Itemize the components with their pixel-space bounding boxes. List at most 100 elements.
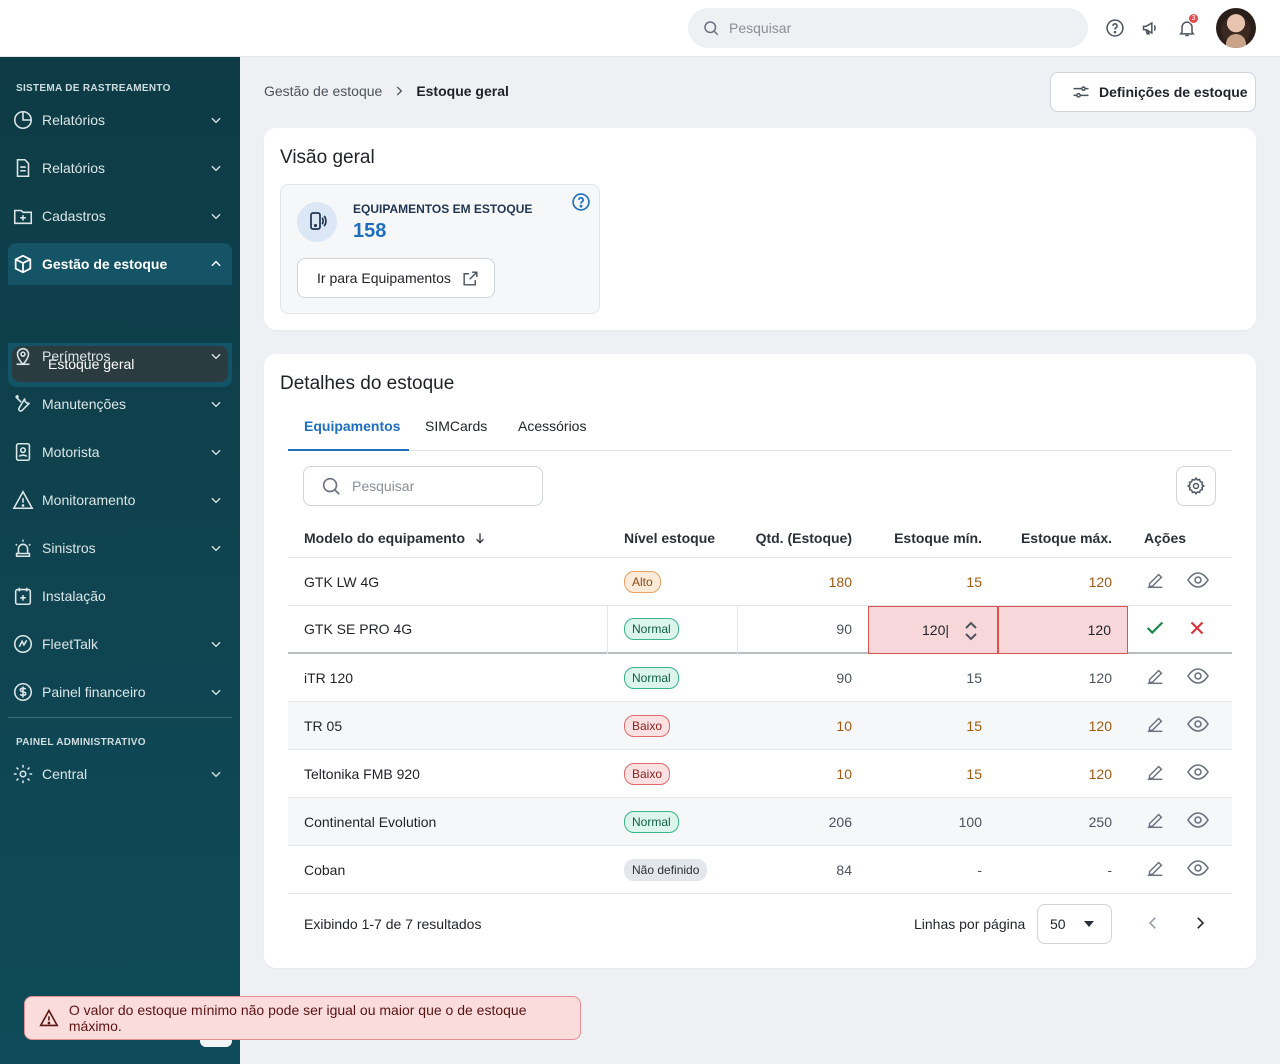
box-icon — [14, 254, 32, 274]
sidebar-item-central[interactable]: Central — [8, 754, 232, 794]
sidebar-item-monitoramento[interactable]: Monitoramento — [8, 480, 232, 520]
stat-value: 158 — [353, 220, 387, 242]
bell-icon[interactable]: 3 — [1174, 10, 1200, 46]
stock-level-badge: Não definido — [624, 858, 708, 881]
sidebar-item-sinistros[interactable]: Sinistros — [8, 528, 232, 568]
sidebar-item-relatorios-2[interactable]: Relatórios — [8, 148, 232, 188]
sidebar-item-manutencoes[interactable]: Manutenções — [8, 384, 232, 424]
id-badge-icon — [15, 442, 31, 462]
edit-icon[interactable] — [1144, 665, 1166, 690]
cell-min: 15 — [966, 573, 982, 590]
cell-max: 120 — [1088, 765, 1112, 782]
sidebar-item-cadastros[interactable]: Cadastros — [8, 196, 232, 236]
sidebar-item-relatorios[interactable]: Relatórios — [8, 100, 232, 140]
sidebar-item-label: Painel financeiro — [42, 684, 146, 700]
sidebar-collapse-handle[interactable] — [200, 1037, 232, 1047]
column-header-actions: Ações — [1144, 529, 1187, 546]
chevron-right-icon — [1197, 917, 1205, 929]
chevron-down-icon — [204, 209, 228, 223]
column-header-model[interactable]: Modelo do equipamento — [304, 518, 487, 557]
stepper-icon[interactable] — [963, 620, 979, 645]
cell-divider — [607, 606, 608, 654]
sidebar-item-label: Manutenções — [42, 396, 127, 412]
view-icon[interactable] — [1186, 664, 1210, 691]
stock-stat-box: EQUIPAMENTOS EM ESTOQUE 158 Ir para Equi… — [280, 184, 600, 314]
prev-page-button[interactable] — [1144, 914, 1162, 937]
sidebar: SISTEMA DE RASTREAMENTO Relatórios Relat… — [0, 57, 240, 1064]
sidebar-item-gestao-estoque[interactable]: Gestão de estoque — [8, 243, 232, 285]
cell-max: 120 — [1088, 669, 1112, 686]
cell-model: GTK LW 4G — [304, 573, 380, 590]
help-icon[interactable] — [571, 192, 591, 217]
view-icon[interactable] — [1186, 856, 1210, 883]
cancel-close-icon[interactable] — [1186, 617, 1208, 642]
section-title-admin: PAINEL ADMINISTRATIVO — [16, 737, 146, 748]
table-row-editing: GTK SE PRO 4G Normal 90 120| 120 — [288, 606, 1232, 654]
min-stock-input-error[interactable]: 120| — [868, 606, 998, 654]
cell-qty: 84 — [836, 861, 852, 878]
search-icon — [322, 477, 340, 495]
sidebar-item-label: Perímetros — [42, 348, 111, 364]
edit-icon[interactable] — [1144, 809, 1166, 834]
breadcrumb: Gestão de estoque Estoque geral — [264, 83, 509, 99]
stock-settings-button[interactable]: Definições de estoque — [1050, 72, 1256, 112]
edit-icon[interactable] — [1144, 857, 1166, 882]
table-search-input[interactable]: Pesquisar — [303, 466, 543, 506]
table-row: GTK LW 4G Alto 180 15 120 — [288, 558, 1232, 606]
sidebar-item-label: Central — [42, 766, 88, 782]
max-stock-input-value: 120 — [1087, 622, 1111, 638]
tab-simcards[interactable]: SIMCards — [425, 418, 488, 434]
sidebar-item-instalacao[interactable]: Instalação — [8, 576, 232, 616]
view-icon[interactable] — [1186, 760, 1210, 787]
cell-qty: 90 — [836, 621, 852, 637]
go-to-equipments-button[interactable]: Ir para Equipamentos — [297, 258, 495, 298]
avatar[interactable] — [1216, 8, 1256, 48]
sidebar-item-fleettalk[interactable]: FleetTalk — [8, 624, 232, 664]
sort-arrow-down-icon — [476, 532, 484, 544]
sidebar-item-motorista[interactable]: Motorista — [8, 432, 232, 472]
cell-min: - — [977, 861, 982, 878]
chevron-down-icon — [204, 767, 228, 781]
sidebar-item-perimetros[interactable]: Perímetros — [8, 336, 232, 376]
column-header-max: Estoque máx. — [1020, 529, 1112, 546]
rows-per-page-select[interactable]: 50 — [1037, 904, 1112, 944]
megaphone-icon[interactable] — [1138, 10, 1164, 46]
global-search-placeholder: Pesquisar — [729, 20, 792, 36]
pie-chart-icon — [13, 110, 33, 130]
top-bar: Pesquisar 3 — [0, 0, 1280, 57]
gear-icon — [13, 764, 33, 784]
dollar-icon — [13, 682, 33, 702]
cell-divider — [737, 606, 738, 654]
column-header-qty: Qtd. (Estoque) — [755, 529, 852, 546]
stock-level-badge: Normal — [624, 810, 679, 833]
sidebar-item-painel-financeiro[interactable]: Painel financeiro — [8, 672, 232, 712]
edit-icon[interactable] — [1144, 569, 1166, 594]
sidebar-item-label: Relatórios — [42, 112, 106, 128]
confirm-check-icon[interactable] — [1144, 617, 1166, 642]
sidebar-item-label: FleetTalk — [42, 636, 99, 652]
cell-max: - — [1107, 861, 1112, 878]
cell-max: 250 — [1088, 813, 1112, 830]
max-stock-input-error[interactable]: 120 — [998, 606, 1128, 654]
sidebar-item-label: Monitoramento — [42, 492, 136, 508]
table-settings-button[interactable] — [1176, 466, 1216, 506]
edit-icon[interactable] — [1144, 713, 1166, 738]
stat-label: EQUIPAMENTOS EM ESTOQUE — [353, 202, 533, 216]
next-page-button[interactable] — [1191, 914, 1209, 937]
breadcrumb-parent-link[interactable]: Gestão de estoque — [264, 83, 383, 99]
view-icon[interactable] — [1186, 808, 1210, 835]
chevron-down-icon — [204, 445, 228, 459]
sidebar-subitem-estoque-geral[interactable]: Estoque geral — [12, 346, 228, 382]
tab-acessorios[interactable]: Acessórios — [518, 418, 587, 434]
edit-icon[interactable] — [1144, 761, 1166, 786]
sidebar-item-label: Sinistros — [42, 540, 96, 556]
view-icon[interactable] — [1186, 568, 1210, 595]
global-search-input[interactable]: Pesquisar — [688, 8, 1088, 48]
breadcrumb-current: Estoque geral — [416, 83, 509, 99]
tab-equipamentos[interactable]: Equipamentos — [304, 418, 401, 434]
cell-model: Continental Evolution — [304, 813, 437, 830]
help-icon[interactable] — [1102, 10, 1128, 46]
cell-qty: 180 — [828, 573, 852, 590]
chevron-down-icon — [204, 349, 228, 363]
view-icon[interactable] — [1186, 712, 1210, 739]
